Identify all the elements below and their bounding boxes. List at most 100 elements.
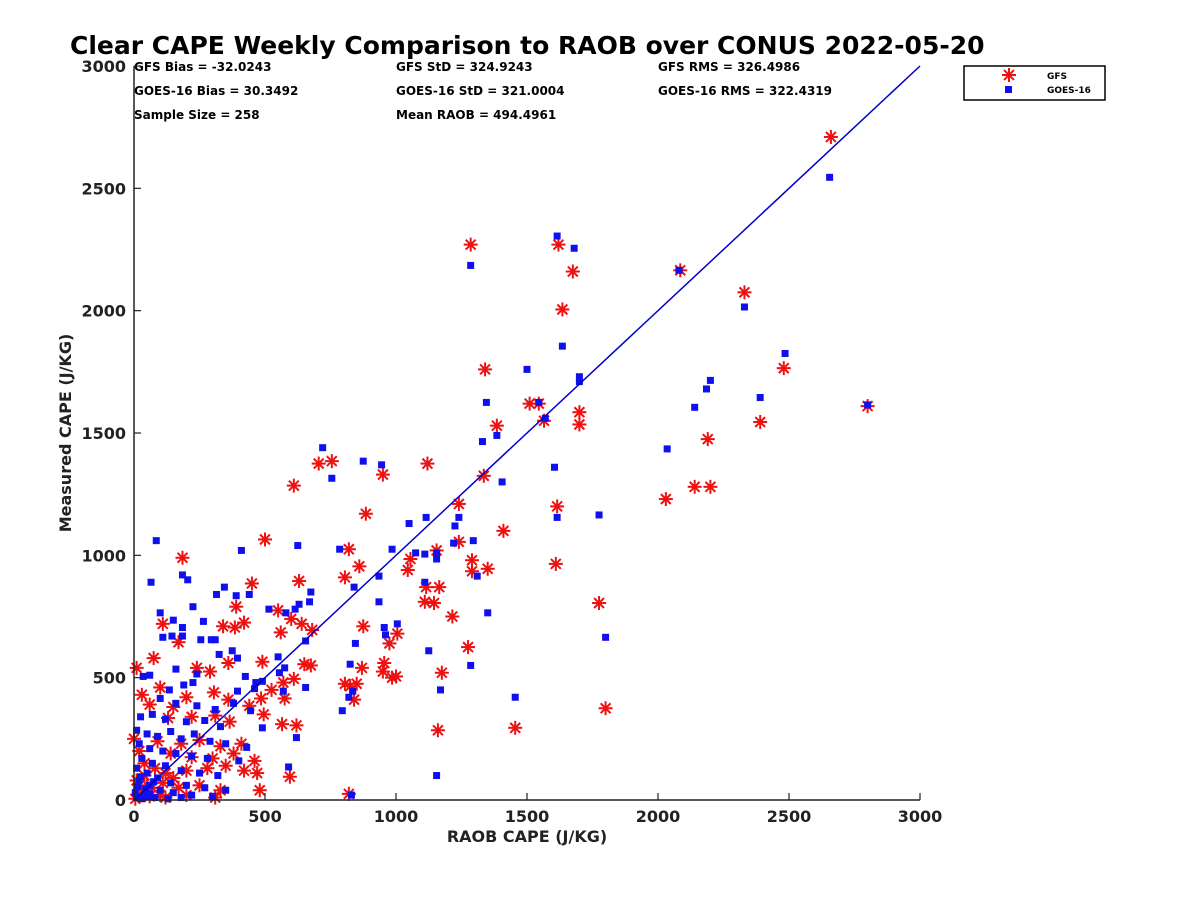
- goes-16-point: [281, 664, 289, 672]
- asterisk-stroke: [778, 362, 790, 374]
- y-tick-label: 0: [115, 791, 126, 810]
- legend-goes-label: GOES-16: [1047, 86, 1091, 96]
- gfs-point: [400, 563, 415, 578]
- goes-16-point: [279, 687, 287, 695]
- goes-16-point: [232, 592, 240, 600]
- gfs-point: [142, 697, 157, 712]
- asterisk-stroke: [377, 665, 389, 678]
- asterisk-stroke: [339, 571, 351, 584]
- asterisk-stroke: [343, 543, 355, 555]
- asterisk-stroke: [482, 563, 494, 575]
- gfs-point: [480, 561, 495, 576]
- asterisk-stroke: [491, 420, 503, 432]
- asterisk-stroke: [738, 286, 751, 298]
- gfs-point: [375, 467, 390, 482]
- goes-16-point: [203, 754, 211, 762]
- gfs-point: [222, 714, 237, 729]
- legend-box: [963, 65, 1106, 101]
- goes-16-point: [156, 694, 164, 702]
- gfs-point: [753, 414, 768, 429]
- y-tick-label: 2000: [81, 302, 126, 321]
- goes-16-point: [347, 791, 355, 799]
- asterisk-stroke: [293, 575, 305, 587]
- goes-16-point: [553, 232, 561, 240]
- axes: 0 500 1000 1500 2000 2500 3000 0 500 1000 1500 2000…: [81, 57, 942, 826]
- goes-16-point: [380, 624, 388, 632]
- asterisk-stroke: [157, 618, 169, 630]
- asterisk-stroke: [432, 724, 444, 736]
- asterisk-stroke: [421, 457, 434, 470]
- goes-16-point: [235, 757, 243, 765]
- asterisk-stroke: [509, 722, 521, 734]
- gfs-point: [358, 506, 373, 521]
- asterisk-stroke: [176, 552, 189, 564]
- one-to-one-line: [133, 65, 921, 801]
- gfs-point: [703, 479, 718, 494]
- goes-16-point: [156, 609, 164, 617]
- gfs-point: [522, 396, 537, 411]
- gfs-point: [385, 670, 400, 685]
- gfs-point: [221, 655, 236, 670]
- goes-16-point: [433, 549, 441, 557]
- gfs-point: [496, 523, 511, 538]
- x-axis-label: RAOB CAPE (J/KG): [447, 827, 607, 846]
- goes-16-point: [467, 261, 475, 269]
- goes-16-point: [675, 266, 683, 274]
- asterisk-stroke: [277, 676, 289, 689]
- goes-16-point: [152, 537, 160, 545]
- goes-16-point: [222, 786, 230, 794]
- asterisk-stroke: [258, 708, 270, 721]
- goes-16-point: [189, 679, 197, 687]
- goes-16-point: [826, 173, 834, 181]
- goes-16-point: [172, 750, 180, 758]
- asterisk-stroke: [272, 604, 284, 617]
- gfs-point: [311, 456, 326, 471]
- gfs-point: [461, 640, 476, 655]
- goes-16-point: [209, 792, 217, 800]
- goes-16-point: [193, 670, 201, 678]
- goes-16-point: [351, 639, 359, 647]
- y-tick-label: 3000: [81, 57, 126, 76]
- goes-16-point: [189, 603, 197, 611]
- goes-16-point: [378, 461, 386, 469]
- asterisk-stroke: [259, 533, 271, 546]
- goes-16-point: [484, 609, 492, 617]
- goes-16-point: [359, 457, 367, 465]
- asterisk-stroke: [353, 560, 365, 573]
- gfs-point: [179, 690, 194, 705]
- asterisk-stroke: [223, 716, 236, 728]
- gfs-point: [284, 611, 299, 626]
- asterisk-stroke: [573, 406, 586, 418]
- goes-16-point: [161, 762, 169, 770]
- asterisk-stroke: [466, 565, 478, 577]
- stat-text: GFS Bias = -32.0243: [134, 60, 271, 74]
- asterisk-stroke: [201, 762, 214, 774]
- gfs-point: [244, 576, 259, 591]
- goes-16-point: [575, 373, 583, 381]
- goes-16-point: [138, 795, 146, 803]
- gfs-point: [129, 660, 144, 675]
- goes-16-point: [161, 715, 169, 723]
- gfs-point: [451, 496, 466, 511]
- goes-16-point: [241, 672, 249, 680]
- gfs-point: [565, 264, 580, 279]
- goes-16-point: [228, 647, 236, 655]
- stat-text: Sample Size = 258: [134, 108, 260, 122]
- gfs-point: [445, 609, 460, 624]
- gfs-point: [572, 405, 587, 420]
- goes-16-point: [706, 376, 714, 384]
- asterisk-stroke: [256, 656, 269, 668]
- goes-16-point: [207, 636, 215, 644]
- gfs-point: [218, 758, 233, 773]
- stat-text: GOES-16 Bias = 30.3492: [134, 84, 298, 98]
- asterisk-stroke: [567, 265, 579, 278]
- gfs-point: [275, 717, 290, 732]
- gfs-point: [258, 532, 272, 547]
- asterisk-stroke: [254, 784, 266, 796]
- goes-16-point: [433, 772, 441, 780]
- y-tick-label: 1500: [81, 424, 126, 443]
- goes-16-point: [135, 740, 143, 748]
- asterisk-stroke: [356, 662, 368, 674]
- gfs-point: [255, 654, 270, 669]
